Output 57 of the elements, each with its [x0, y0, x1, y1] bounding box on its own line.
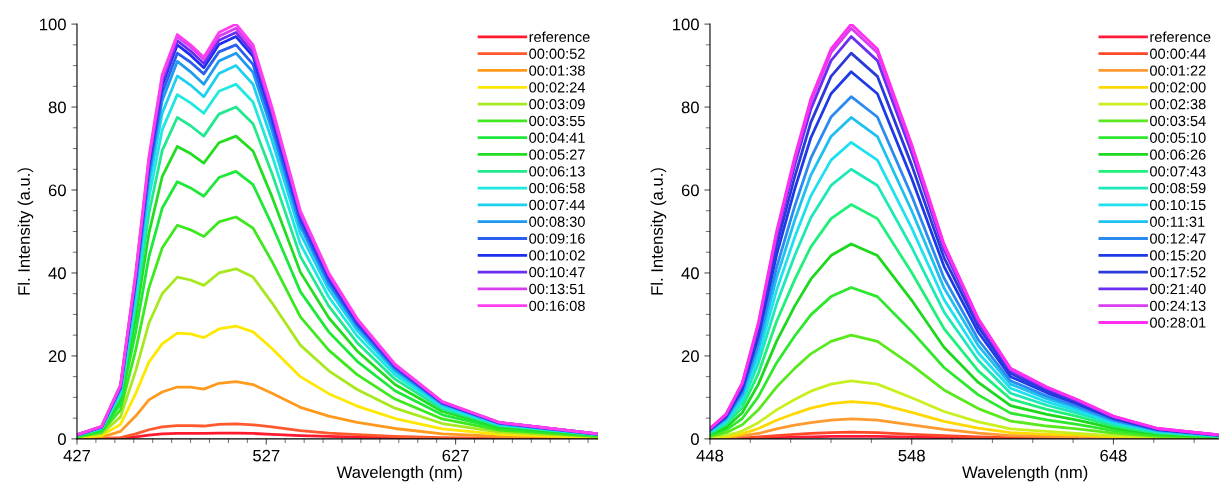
y-tick-label: 20 [48, 350, 66, 363]
legend-label: 00:21:40 [1150, 283, 1206, 295]
legend-label: 00:03:54 [1150, 115, 1206, 127]
legend-label: 00:06:58 [529, 183, 585, 194]
legend-label: 00:06:13 [529, 166, 585, 177]
legend-label: 00:00:44 [1150, 48, 1206, 59]
legend-label: 00:24:13 [1150, 300, 1206, 311]
y-tick-label: 40 [48, 267, 66, 280]
y-tick-label: 100 [40, 18, 66, 31]
legend-label: reference [529, 31, 590, 43]
legend-label: 00:00:52 [529, 48, 585, 59]
legend-label: 00:06:26 [1150, 149, 1206, 160]
legend-label: 00:05:27 [529, 149, 585, 160]
legend-label: reference [1150, 31, 1211, 43]
y-tick-label: 40 [681, 267, 699, 280]
y-tick-label: 20 [681, 350, 699, 363]
x-tick-label: 627 [442, 449, 469, 462]
x-tick-label: 448 [696, 449, 724, 462]
y-tick-label: 60 [48, 184, 66, 197]
legend-label: 00:01:38 [529, 65, 585, 76]
legend-label: 00:11:31 [1150, 216, 1205, 227]
legend-label: 00:02:38 [1150, 99, 1206, 110]
x-tick-label: 527 [253, 449, 280, 462]
legend-label: 00:08:30 [529, 216, 585, 227]
legend-label: 00:28:01 [1150, 317, 1206, 328]
legend-label: 00:03:09 [529, 99, 585, 110]
y-tick-label: 60 [681, 184, 699, 197]
y-tick-label: 0 [57, 433, 66, 446]
legend-label: 00:09:16 [529, 233, 585, 244]
legend-label: 00:07:43 [1150, 166, 1206, 177]
legend-label: 00:04:41 [529, 132, 585, 143]
y-tick-label: 100 [673, 18, 699, 31]
y-axis-title: Fl. Intensity (a.u.) [17, 168, 34, 295]
legend-label: 00:10:15 [1150, 199, 1206, 211]
x-tick-label: 427 [63, 449, 91, 462]
legend-label: 00:10:47 [529, 267, 585, 278]
y-axis-title: Fl. Intensity (a.u.) [650, 168, 667, 295]
legend-label: 00:05:10 [1150, 132, 1206, 143]
legend-label: 00:02:00 [1150, 82, 1206, 93]
legend-label: 00:10:02 [529, 250, 585, 261]
x-axis-title: Wavelength (nm) [336, 465, 462, 482]
legend-label: 00:01:22 [1150, 65, 1206, 76]
legend-label: 00:13:51 [529, 283, 585, 295]
x-axis-title: Wavelength (nm) [962, 465, 1088, 482]
legend-label: 00:03:55 [529, 115, 585, 127]
y-tick-label: 80 [681, 101, 699, 114]
legend-label: 00:16:08 [529, 300, 585, 311]
x-tick-label: 548 [898, 449, 925, 462]
legend-label: 00:02:24 [529, 82, 585, 93]
x-tick-label: 648 [1100, 449, 1127, 462]
legend-label: 00:07:44 [529, 199, 585, 211]
y-tick-label: 0 [690, 433, 699, 446]
legend-label: 00:17:52 [1150, 267, 1206, 278]
legend-label: 00:15:20 [1150, 250, 1206, 261]
legend-label: 00:12:47 [1150, 233, 1206, 244]
legend-label: 00:08:59 [1150, 183, 1206, 194]
y-tick-label: 80 [48, 101, 66, 114]
